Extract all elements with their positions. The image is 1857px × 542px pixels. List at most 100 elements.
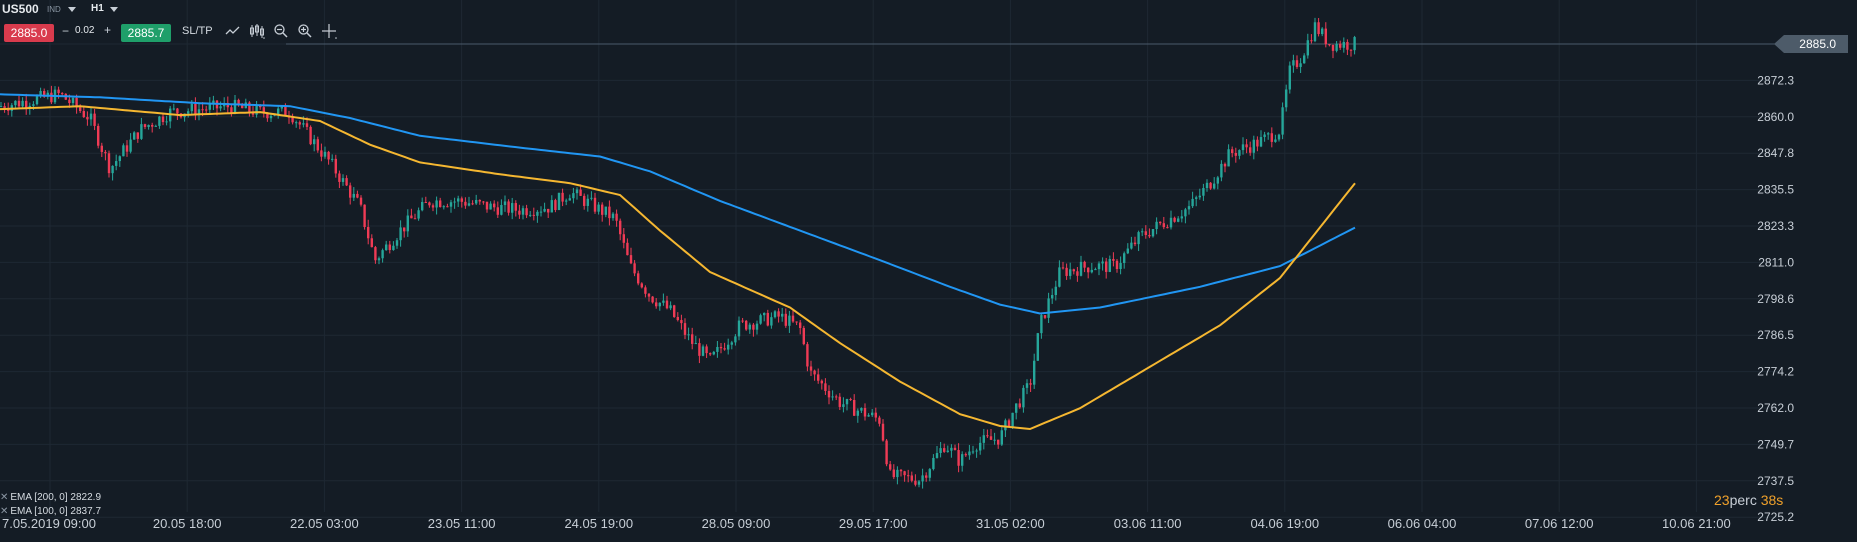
candle [759, 313, 762, 325]
indicator-ema-200[interactable]: ✕ EMA [200, 0] 2822.9 [0, 492, 102, 503]
candle [100, 142, 103, 158]
candle [813, 369, 816, 381]
candle [1162, 216, 1165, 230]
candle [669, 301, 672, 311]
buy-button[interactable]: 2885.7 [121, 24, 171, 42]
candle [1043, 315, 1047, 320]
candle [511, 197, 514, 220]
candle [338, 170, 341, 189]
candle [1058, 260, 1061, 288]
candle [316, 136, 319, 153]
candle [1342, 37, 1345, 53]
y-tick-label: 2749.7 [1757, 437, 1794, 451]
candles-icon[interactable] [249, 23, 265, 39]
candle [334, 154, 337, 178]
candle [561, 188, 564, 207]
candle [115, 154, 118, 171]
chevron-down-icon[interactable] [68, 7, 76, 12]
candle [255, 100, 258, 118]
candle [982, 428, 985, 450]
candle [1313, 17, 1317, 43]
candle [1036, 332, 1039, 361]
chevron-down-icon[interactable] [110, 7, 118, 12]
sell-button[interactable]: 2885.0 [4, 24, 54, 42]
candle [1072, 268, 1075, 275]
sltp-button[interactable]: SL/TP [182, 25, 213, 37]
candle [1245, 139, 1248, 154]
timeframe-selector[interactable]: H1 [91, 3, 104, 14]
candle [795, 321, 798, 326]
candle [1231, 146, 1234, 158]
candle [827, 385, 831, 405]
candle [359, 195, 363, 207]
candle [968, 444, 971, 460]
candle [471, 200, 474, 206]
candle [1097, 261, 1101, 276]
candle [601, 202, 604, 222]
y-tick-label: 2847.8 [1757, 146, 1794, 160]
candle [975, 448, 978, 458]
close-icon[interactable]: ✕ [0, 506, 9, 517]
candle [539, 206, 543, 217]
time-axis[interactable]: 7.05.2019 09:00 20.05 18:00 22.05 03:00 23.… [2, 516, 1731, 531]
candle [755, 320, 759, 335]
candle [309, 125, 312, 146]
increase-button[interactable]: + [104, 23, 112, 37]
candle [143, 123, 147, 130]
candle [1004, 418, 1007, 438]
candle [161, 113, 165, 126]
candle [403, 227, 406, 238]
close-icon[interactable]: ✕ [0, 492, 9, 503]
candle [784, 308, 787, 328]
candle [1292, 54, 1295, 73]
candle [1339, 40, 1342, 50]
candle [363, 204, 366, 230]
candle [550, 195, 553, 213]
x-tick-label: 07.06 12:00 [1525, 516, 1594, 531]
candle [586, 194, 589, 212]
candle [766, 309, 769, 327]
candle [111, 165, 114, 181]
candle [424, 196, 427, 203]
candle [125, 140, 129, 157]
candle [737, 316, 741, 341]
candle [1029, 378, 1032, 392]
candle [745, 319, 748, 331]
candle [989, 428, 993, 440]
candle [752, 322, 755, 337]
line-chart-icon[interactable] [225, 23, 241, 39]
candle [1321, 27, 1324, 37]
candle [1220, 160, 1223, 182]
candle [277, 105, 280, 119]
candle [691, 327, 694, 350]
candle [410, 208, 413, 219]
candle [1191, 191, 1194, 208]
crosshair-icon[interactable] [321, 23, 337, 39]
candle [356, 190, 359, 199]
candle [788, 310, 791, 333]
candle [957, 443, 960, 473]
candle [619, 218, 622, 241]
candle [172, 103, 175, 111]
candle [799, 319, 802, 335]
indicator-ema-100[interactable]: ✕ EMA [100, 0] 2837.7 [0, 506, 102, 517]
candle [946, 445, 949, 453]
zoom-in-icon[interactable] [297, 23, 313, 39]
candle [1259, 130, 1263, 148]
candle [892, 464, 895, 480]
candle [14, 100, 17, 109]
candle [370, 234, 373, 248]
candle [21, 97, 24, 108]
candle [1076, 266, 1079, 282]
candle [1177, 216, 1180, 223]
decrease-button[interactable]: − [62, 24, 70, 38]
price-axis[interactable]: 2872.3 2860.0 2847.8 2835.5 2823.3 2811.0 2798… [1757, 73, 1794, 524]
candle [1216, 175, 1219, 190]
zoom-out-icon[interactable] [273, 23, 289, 39]
candle [687, 327, 690, 341]
candle [608, 200, 611, 226]
candle [1213, 177, 1216, 190]
instrument-symbol[interactable]: US500 [2, 2, 39, 16]
candle [925, 472, 928, 482]
